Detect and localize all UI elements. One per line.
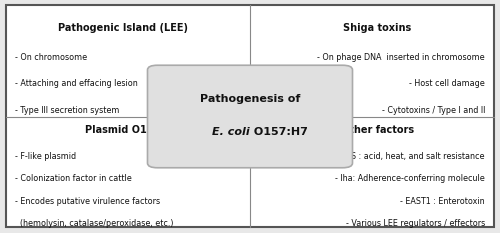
Text: - EAST1 : Enterotoxin: - EAST1 : Enterotoxin	[400, 197, 485, 206]
FancyBboxPatch shape	[6, 5, 494, 227]
FancyBboxPatch shape	[148, 65, 352, 168]
Text: - Various LEE regulators / effectors: - Various LEE regulators / effectors	[346, 219, 485, 228]
Text: Other factors: Other factors	[341, 126, 414, 135]
Text: (hemolysin, catalase/peroxidase, etc.): (hemolysin, catalase/peroxidase, etc.)	[15, 219, 173, 228]
Text: - Host cell damage: - Host cell damage	[409, 79, 485, 88]
Text: - On chromosome: - On chromosome	[15, 53, 87, 62]
Text: Plasmid O157: Plasmid O157	[85, 126, 160, 135]
Text: - F-like plasmid: - F-like plasmid	[15, 152, 76, 161]
Text: - Cytotoxins / Type I and II: - Cytotoxins / Type I and II	[382, 106, 485, 115]
Text: - RpoS : acid, heat, and salt resistance: - RpoS : acid, heat, and salt resistance	[330, 152, 485, 161]
Text: - Encodes putative virulence factors: - Encodes putative virulence factors	[15, 197, 160, 206]
Text: Pathogenic Island (LEE): Pathogenic Island (LEE)	[58, 23, 188, 33]
Text: Pathogenesis of: Pathogenesis of	[200, 94, 300, 104]
Text: - Colonization factor in cattle: - Colonization factor in cattle	[15, 174, 132, 183]
Text: O157:H7: O157:H7	[250, 127, 308, 137]
Text: - Iha: Adherence-conferring molecule: - Iha: Adherence-conferring molecule	[335, 174, 485, 183]
Text: - Type III secretion system: - Type III secretion system	[15, 106, 120, 115]
Text: - Attaching and effacing lesion: - Attaching and effacing lesion	[15, 79, 138, 88]
Text: E. coli: E. coli	[212, 127, 250, 137]
Text: Shiga toxins: Shiga toxins	[344, 23, 411, 33]
Text: - On phage DNA  inserted in chromosome: - On phage DNA inserted in chromosome	[318, 53, 485, 62]
